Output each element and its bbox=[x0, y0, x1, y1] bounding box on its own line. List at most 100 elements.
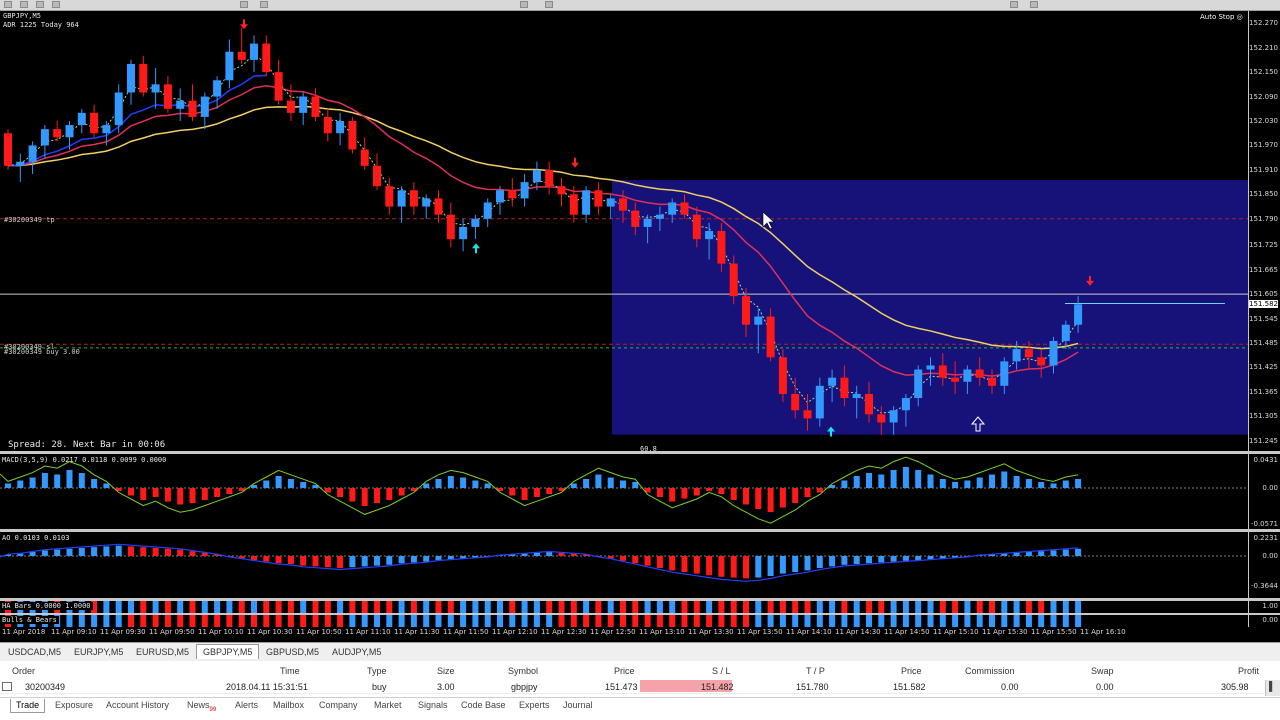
candle-body bbox=[397, 190, 406, 207]
pane-separator[interactable] bbox=[0, 529, 1280, 532]
time-tick: 11 Apr 14:30 bbox=[835, 628, 881, 636]
col-type[interactable]: Type bbox=[367, 666, 387, 676]
macd-pane[interactable]: MACD(3,5,9) 0.0217 0.0118 0.0099 0.0000 bbox=[0, 454, 1248, 529]
pane-separator[interactable] bbox=[0, 613, 1280, 615]
ha-bars-pane[interactable]: HA Bars 0.0000 1.0000 bbox=[0, 601, 1248, 613]
symbol-tab-active[interactable]: GBPJPY,M5 bbox=[196, 644, 260, 659]
macd-bar bbox=[718, 488, 725, 494]
pane-separator[interactable] bbox=[0, 451, 1280, 454]
auto-stop-label[interactable]: Auto Stop ◎ bbox=[1200, 13, 1243, 21]
col-tp[interactable]: T / P bbox=[806, 666, 825, 676]
price-tick: 151.970 bbox=[1249, 141, 1278, 150]
macd-bar bbox=[743, 488, 749, 505]
candle-body bbox=[286, 100, 295, 113]
ao-bar bbox=[398, 556, 405, 564]
tab-trade[interactable]: Trade bbox=[10, 699, 46, 713]
ao-pane[interactable]: AO 0.0103 0.0103 bbox=[0, 532, 1248, 598]
ao-bar bbox=[1025, 552, 1032, 556]
ha-bar bbox=[644, 601, 651, 613]
ao-bar bbox=[767, 556, 774, 576]
price-chart[interactable] bbox=[0, 11, 1248, 451]
toolbar-button[interactable] bbox=[260, 1, 268, 8]
symbol-tab[interactable]: AUDJPY,M5 bbox=[332, 647, 382, 657]
ao-bar bbox=[706, 556, 713, 576]
symbol-tab[interactable]: USDCAD,M5 bbox=[8, 647, 62, 657]
bulls-bears-bar bbox=[1001, 615, 1008, 627]
ao-bar bbox=[115, 545, 122, 556]
col-order[interactable]: Order bbox=[12, 666, 36, 676]
tab-code-base[interactable]: Code Base bbox=[461, 700, 506, 710]
col-price[interactable]: Price bbox=[614, 666, 635, 676]
time-tick: 11 Apr 10:50 bbox=[296, 628, 342, 636]
price-pane[interactable]: GBPJPY,M5 ADR 1225 Today 964 #30200349 t… bbox=[0, 11, 1248, 453]
ao-bar bbox=[287, 556, 294, 564]
tab-news[interactable]: News99 bbox=[182, 699, 221, 717]
macd-scale[interactable]: 0.0431 0.00 -0.0571 bbox=[1248, 454, 1280, 529]
scrollbar[interactable]: ▌ bbox=[1265, 680, 1280, 696]
pane-separator[interactable] bbox=[0, 598, 1280, 601]
ha-scale[interactable]: 1.00 bbox=[1248, 601, 1280, 613]
toolbar-button[interactable] bbox=[240, 1, 248, 8]
tab-mailbox[interactable]: Mailbox bbox=[273, 700, 305, 710]
toolbar-button[interactable] bbox=[20, 1, 28, 8]
candle-body bbox=[446, 214, 455, 240]
tab-account-history[interactable]: Account History bbox=[106, 700, 170, 710]
ao-bar bbox=[78, 548, 85, 556]
tp-value[interactable]: 151.780 bbox=[796, 682, 829, 692]
bulls-bears-bar bbox=[890, 615, 897, 627]
symbol-tab[interactable]: EURUSD,M5 bbox=[136, 647, 190, 657]
tab-journal[interactable]: Journal bbox=[563, 700, 593, 710]
ao-bar bbox=[1062, 549, 1069, 556]
sl-value[interactable]: 151.482 bbox=[701, 682, 734, 692]
tab-signals[interactable]: Signals bbox=[418, 700, 448, 710]
price-tick: 152.090 bbox=[1249, 92, 1278, 101]
bulls-bears-bar bbox=[706, 615, 713, 627]
ha-bar bbox=[238, 601, 245, 613]
bulls-bears-bar bbox=[189, 615, 196, 627]
col-symbol[interactable]: Symbol bbox=[508, 666, 539, 676]
toolbar-button[interactable] bbox=[520, 1, 528, 8]
ha-bar bbox=[128, 601, 134, 613]
toolbar-button[interactable] bbox=[1030, 1, 1038, 8]
toolbar-button[interactable] bbox=[1010, 1, 1018, 8]
candle-body bbox=[631, 210, 640, 227]
symbol-tab[interactable]: GBPUSD,M5 bbox=[266, 647, 320, 657]
symbol-tab[interactable]: EURJPY,M5 bbox=[74, 647, 124, 657]
bulls-bears-pane[interactable]: Bulls & Bears bbox=[0, 615, 1248, 627]
toolbar-button[interactable] bbox=[36, 1, 44, 8]
table-row[interactable] bbox=[0, 680, 1264, 694]
toolbar-button[interactable] bbox=[52, 1, 60, 8]
symbol-value: gbpjpy bbox=[511, 682, 538, 692]
tab-market[interactable]: Market bbox=[374, 700, 402, 710]
price-tick: 151.665 bbox=[1249, 265, 1278, 274]
col-size[interactable]: Size bbox=[437, 666, 455, 676]
tab-company[interactable]: Company bbox=[319, 700, 358, 710]
col-commission[interactable]: Commission bbox=[965, 666, 1015, 676]
chart-window[interactable]: GBPJPY,M5 ADR 1225 Today 964 #30200349 t… bbox=[0, 11, 1280, 640]
ao-scale[interactable]: 0.2231 0.00 -0.3644 bbox=[1248, 532, 1280, 598]
tab-experts[interactable]: Experts bbox=[519, 700, 550, 710]
ha-bar bbox=[300, 601, 307, 613]
toolbar-button[interactable] bbox=[545, 1, 553, 8]
analysis-box bbox=[612, 180, 1248, 435]
ao-bar bbox=[140, 547, 147, 556]
col-profit[interactable]: Profit bbox=[1238, 666, 1260, 676]
col-time[interactable]: Time bbox=[280, 666, 300, 676]
bb-scale[interactable]: 0.00 bbox=[1248, 615, 1280, 627]
ao-bar bbox=[656, 556, 663, 568]
toolbar-button[interactable] bbox=[4, 1, 12, 8]
col-price-current[interactable]: Price bbox=[901, 666, 922, 676]
price-tick: 152.210 bbox=[1249, 43, 1278, 52]
ha-bar bbox=[583, 601, 590, 613]
col-swap[interactable]: Swap bbox=[1091, 666, 1114, 676]
macd-bar bbox=[251, 485, 257, 488]
time-tick: 11 Apr 09:10 bbox=[51, 628, 97, 636]
price-scale[interactable]: 152.270 152.210 152.150 152.090 152.030 151.9… bbox=[1248, 11, 1280, 451]
ha-bar bbox=[595, 601, 602, 613]
tab-alerts[interactable]: Alerts bbox=[235, 700, 259, 710]
macd-bar bbox=[1025, 479, 1032, 488]
bulls-bears-bar bbox=[337, 615, 344, 627]
tab-exposure[interactable]: Exposure bbox=[55, 700, 94, 710]
candle-body bbox=[963, 369, 972, 382]
col-sl[interactable]: S / L bbox=[712, 666, 731, 676]
